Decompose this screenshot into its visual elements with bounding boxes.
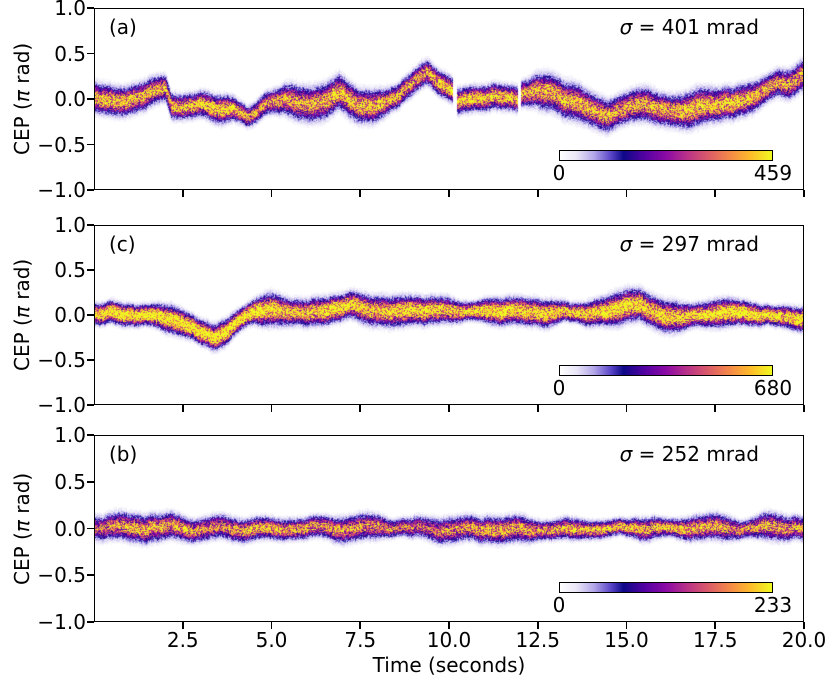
x-tick-mark xyxy=(714,405,717,412)
y-tick-mark xyxy=(87,404,94,406)
colorbar-gradient xyxy=(559,582,773,593)
sigma-value: = 252 mrad xyxy=(632,442,759,466)
y-tick-mark xyxy=(87,7,94,9)
x-tick-label: 20.0 xyxy=(781,628,825,652)
x-tick-mark xyxy=(270,405,273,412)
sigma-symbol: σ xyxy=(619,442,633,466)
colorbar-min-label: 0 xyxy=(552,161,566,185)
x-tick-mark xyxy=(625,190,628,197)
y-tick-label: 1.0 xyxy=(54,0,86,20)
y-tick-label: 0.0 xyxy=(54,87,86,111)
y-tick-mark xyxy=(87,434,94,436)
x-tick-mark xyxy=(803,405,805,412)
x-tick-label: 7.5 xyxy=(344,628,377,652)
x-tick-label: 2.5 xyxy=(166,628,199,652)
y-tick-label: −1.0 xyxy=(37,610,86,634)
y-tick-mark xyxy=(87,527,94,530)
y-tick-mark xyxy=(87,359,94,361)
y-tick-label: −0.5 xyxy=(37,563,86,588)
x-tick-mark xyxy=(625,405,628,412)
x-tick-mark xyxy=(448,190,450,197)
y-tick-mark xyxy=(87,621,94,623)
sigma-value: = 297 mrad xyxy=(632,232,759,256)
y-tick-mark xyxy=(87,480,94,483)
x-tick-mark xyxy=(536,622,539,629)
x-tick-mark xyxy=(803,190,805,197)
x-tick-mark xyxy=(714,190,717,197)
y-tick-label: −1.0 xyxy=(37,393,86,417)
sigma-annotation: σ = 297 mrad xyxy=(620,232,759,256)
y-tick-label: 1.0 xyxy=(54,423,86,447)
x-tick-mark xyxy=(181,405,184,412)
colorbar: 0 680 xyxy=(553,365,792,399)
y-tick-label: −1.0 xyxy=(37,178,86,202)
colorbar-min-label: 0 xyxy=(552,593,566,617)
x-tick-mark xyxy=(625,622,628,629)
colorbar-max-label: 680 xyxy=(753,376,793,400)
colorbar-max-label: 459 xyxy=(753,161,793,185)
y-tick-mark xyxy=(87,224,94,226)
x-tick-mark xyxy=(359,190,362,197)
x-tick-mark xyxy=(448,622,450,629)
colorbar-gradient xyxy=(559,150,773,161)
y-tick-mark xyxy=(87,189,94,191)
x-tick-mark xyxy=(359,405,362,412)
x-tick-label: 12.5 xyxy=(515,628,561,652)
sigma-symbol: σ xyxy=(619,15,633,39)
y-tick-label: 1.0 xyxy=(54,213,86,237)
x-tick-mark xyxy=(714,622,717,629)
x-tick-mark xyxy=(536,405,539,412)
panel-c: (c) σ = 297 mrad 0 680 xyxy=(94,225,804,405)
y-tick-label: −0.5 xyxy=(37,132,86,157)
x-axis-label-text: Time (seconds) xyxy=(372,653,526,677)
y-tick-label: 0.5 xyxy=(54,258,86,282)
x-tick-mark xyxy=(181,622,184,629)
x-tick-mark xyxy=(536,190,539,197)
colorbar-max-label: 233 xyxy=(753,593,793,617)
x-tick-mark xyxy=(181,190,184,197)
x-tick-label: 5.0 xyxy=(255,628,288,652)
x-tick-label: 15.0 xyxy=(604,628,649,652)
colorbar-gradient xyxy=(559,365,773,376)
y-tick-label: 0.0 xyxy=(54,303,86,327)
colorbar-min-label: 0 xyxy=(552,376,566,400)
x-tick-label: 10.0 xyxy=(426,628,472,652)
colorbar: 0 459 xyxy=(553,150,792,184)
colorbar: 0 233 xyxy=(553,582,792,616)
x-tick-mark xyxy=(270,190,273,197)
y-tick-label: 0.0 xyxy=(54,516,86,541)
sigma-annotation: σ = 252 mrad xyxy=(620,442,759,466)
x-tick-mark xyxy=(359,622,362,629)
x-tick-mark xyxy=(270,622,273,629)
sigma-annotation: σ = 401 mrad xyxy=(620,15,759,39)
panel-label: (b) xyxy=(109,442,138,466)
y-tick-label: −0.5 xyxy=(37,348,86,372)
y-tick-mark xyxy=(87,314,94,316)
sigma-symbol: σ xyxy=(619,232,633,256)
sigma-value: = 401 mrad xyxy=(632,15,759,39)
y-tick-mark xyxy=(87,52,94,55)
y-tick-mark xyxy=(87,143,94,146)
y-tick-mark xyxy=(87,574,94,577)
y-tick-label: 0.5 xyxy=(54,469,86,494)
panel-label: (c) xyxy=(109,232,136,256)
panel-b: (b) σ = 252 mrad 0 233 xyxy=(94,435,804,622)
panel-label: (a) xyxy=(109,15,137,39)
x-axis-label: Time (seconds) xyxy=(94,653,804,677)
y-tick-label: 0.5 xyxy=(54,41,86,66)
y-tick-mark xyxy=(87,98,94,100)
x-tick-mark xyxy=(803,622,805,629)
y-tick-mark xyxy=(87,269,94,271)
x-tick-label: 17.5 xyxy=(692,628,738,652)
x-tick-mark xyxy=(448,405,450,412)
panel-a: (a) σ = 401 mrad 0 459 xyxy=(94,8,804,190)
